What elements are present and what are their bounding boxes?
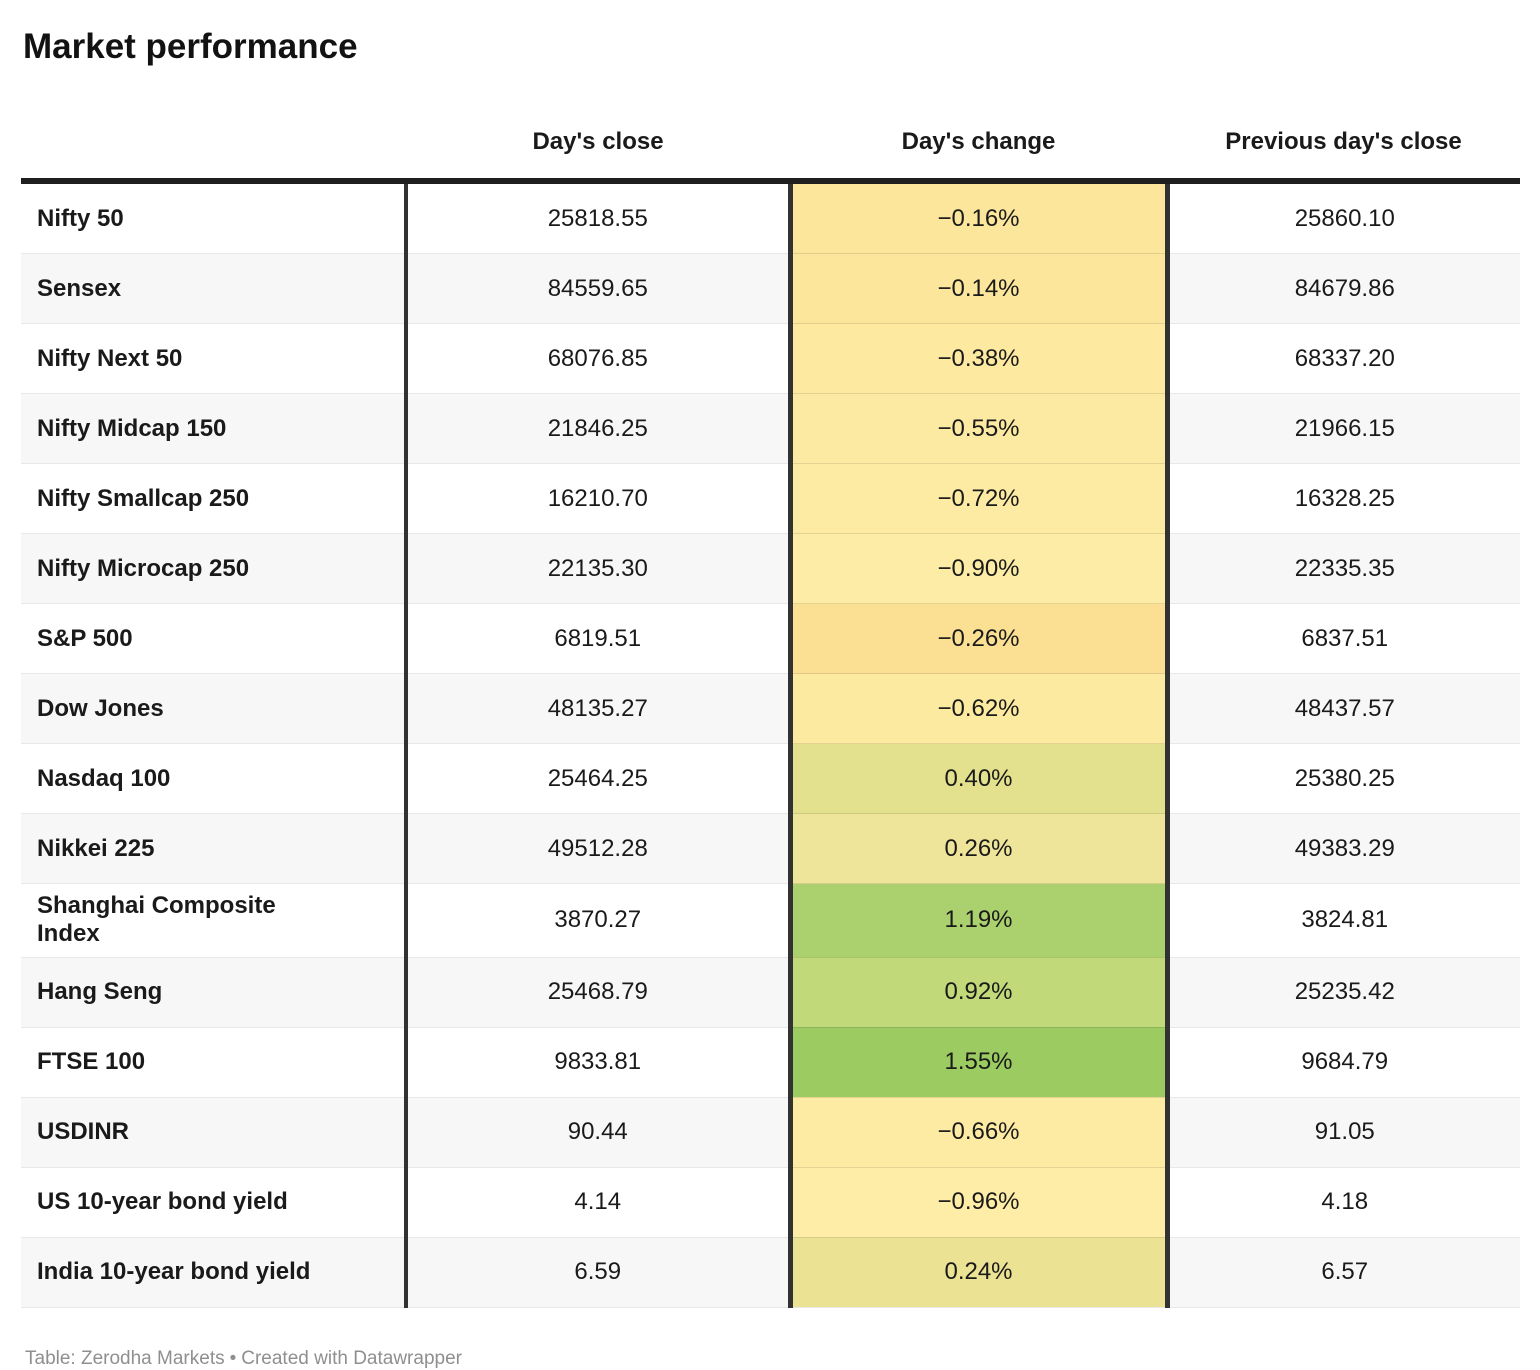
row-label: Nifty Smallcap 250 xyxy=(21,463,408,534)
table-row: Sensex 84559.65 −0.14% 84679.86 xyxy=(21,253,1520,324)
days-change-cell: 1.19% xyxy=(787,883,1170,958)
days-close-cell: 49512.28 xyxy=(406,813,790,884)
table-row: Shanghai Composite Index 3870.27 1.19% 3824… xyxy=(21,883,1520,958)
previous-days-close-cell: 3824.81 xyxy=(1167,883,1520,958)
days-change-cell: 0.26% xyxy=(787,813,1170,884)
row-label: India 10-year bond yield xyxy=(21,1236,408,1308)
previous-days-close-cell: 91.05 xyxy=(1167,1096,1520,1168)
row-label-text: Shanghai Composite Index xyxy=(37,892,276,948)
table-row: Nifty 50 25818.55 −0.16% 25860.10 xyxy=(21,181,1520,254)
table-row: Hang Seng 25468.79 0.92% 25235.42 xyxy=(21,956,1520,1028)
table-row: USDINR 90.44 −0.66% 91.05 xyxy=(21,1096,1520,1168)
days-change-cell: −0.62% xyxy=(787,673,1170,744)
days-close-cell: 6819.51 xyxy=(406,603,790,674)
days-change-cell: −0.38% xyxy=(787,323,1170,394)
days-change-cell: 0.40% xyxy=(787,743,1170,814)
table-row: Nikkei 225 49512.28 0.26% 49383.29 xyxy=(21,813,1520,884)
table-row: Nasdaq 100 25464.25 0.40% 25380.25 xyxy=(21,743,1520,814)
days-close-cell: 16210.70 xyxy=(406,463,790,534)
days-close-cell: 6.59 xyxy=(406,1236,790,1308)
row-label: Nifty Midcap 150 xyxy=(21,393,408,464)
days-change-cell: 0.24% xyxy=(787,1236,1170,1308)
days-close-cell: 21846.25 xyxy=(406,393,790,464)
days-close-cell: 4.14 xyxy=(406,1166,790,1238)
column-header-days-change: Day's change xyxy=(790,68,1167,184)
days-change-cell: −0.55% xyxy=(787,393,1170,464)
table-row: India 10-year bond yield 6.59 0.24% 6.57 xyxy=(21,1236,1520,1308)
previous-days-close-cell: 49383.29 xyxy=(1167,813,1520,884)
row-label: Nifty Microcap 250 xyxy=(21,533,408,604)
row-label: Shanghai Composite Index xyxy=(21,883,408,958)
days-change-cell: 0.92% xyxy=(787,956,1170,1028)
footer-separator: • xyxy=(229,1347,237,1369)
days-change-cell: 1.55% xyxy=(787,1026,1170,1098)
previous-days-close-cell: 6.57 xyxy=(1167,1236,1520,1308)
row-label: Nasdaq 100 xyxy=(21,743,408,814)
previous-days-close-cell: 25380.25 xyxy=(1167,743,1520,814)
row-label: USDINR xyxy=(21,1096,408,1168)
column-header-previous-days-close: Previous day's close xyxy=(1167,68,1520,184)
previous-days-close-cell: 25860.10 xyxy=(1294,204,1395,232)
column-header-blank xyxy=(21,68,406,184)
column-header-days-close: Day's close xyxy=(406,68,790,184)
row-label: Nikkei 225 xyxy=(21,813,408,884)
market-performance-table: Day's close Day's change Previous day's … xyxy=(21,68,1520,1308)
row-label: S&P 500 xyxy=(21,603,408,674)
days-change-cell: −0.90% xyxy=(787,533,1170,604)
days-close-cell: 22135.30 xyxy=(406,533,790,604)
table-row: Nifty Smallcap 250 16210.70 −0.72% 16328.25 xyxy=(21,463,1520,534)
previous-days-close-cell: 9684.79 xyxy=(1167,1026,1520,1098)
table-header: Day's close Day's change Previous day's … xyxy=(21,68,1520,184)
days-change-cell: −0.66% xyxy=(787,1096,1170,1168)
row-label: Sensex xyxy=(21,253,408,324)
row-label: Dow Jones xyxy=(21,673,408,744)
table-row: Nifty Midcap 150 21846.25 −0.55% 21966.15 xyxy=(21,393,1520,464)
footer-credits: Table: Zerodha Markets • Created with Data… xyxy=(25,1348,1520,1370)
previous-days-close-cell: 4.18 xyxy=(1167,1166,1520,1238)
row-label: Nifty 50 xyxy=(21,181,408,254)
previous-days-close-cell: 68337.20 xyxy=(1167,323,1520,394)
previous-days-close-cell: 22335.35 xyxy=(1167,533,1520,604)
table-row: US 10-year bond yield 4.14 −0.96% 4.18 xyxy=(21,1166,1520,1238)
header-row: Day's close Day's change Previous day's … xyxy=(21,68,1520,184)
table-row: Nifty Microcap 250 22135.30 −0.90% 22335.35 xyxy=(21,533,1520,604)
previous-days-close-cell: 16328.25 xyxy=(1167,463,1520,534)
previous-days-close-cell: 25235.42 xyxy=(1167,956,1520,1028)
table-body: Nifty 50 25818.55 −0.16% 25860.10 Sensex 8455… xyxy=(21,181,1520,1308)
days-close-cell: 9833.81 xyxy=(406,1026,790,1098)
days-change-cell: −0.72% xyxy=(787,463,1170,534)
previous-days-close-cell: 21966.15 xyxy=(1167,393,1520,464)
previous-days-close-cell: 84679.86 xyxy=(1167,253,1520,324)
table-row: FTSE 100 9833.81 1.55% 9684.79 xyxy=(21,1026,1520,1098)
page-title: Market performance xyxy=(23,27,358,66)
days-close-cell: 25818.55 xyxy=(547,204,648,232)
row-label: FTSE 100 xyxy=(21,1026,408,1098)
days-close-cell: 25464.25 xyxy=(406,743,790,814)
days-close-cell: 90.44 xyxy=(406,1096,790,1168)
previous-days-close-cell: 6837.51 xyxy=(1167,603,1520,674)
previous-days-close-cell: 48437.57 xyxy=(1167,673,1520,744)
days-change-cell: −0.14% xyxy=(787,253,1170,324)
days-close-cell: 25468.79 xyxy=(406,956,790,1028)
days-change-cell: −0.16% xyxy=(787,181,1170,254)
datawrapper-link[interactable]: Created with Datawrapper xyxy=(241,1347,462,1369)
table-row: Dow Jones 48135.27 −0.62% 48437.57 xyxy=(21,673,1520,744)
days-change-cell: −0.26% xyxy=(787,603,1170,674)
table-row: S&P 500 6819.51 −0.26% 6837.51 xyxy=(21,603,1520,674)
row-label: US 10-year bond yield xyxy=(21,1166,408,1238)
source-link[interactable]: Table: Zerodha Markets xyxy=(25,1347,225,1369)
row-label: Hang Seng xyxy=(21,956,408,1028)
row-label: Nifty Next 50 xyxy=(21,323,408,394)
days-close-cell: 48135.27 xyxy=(406,673,790,744)
table-row: Nifty Next 50 68076.85 −0.38% 68337.20 xyxy=(21,323,1520,394)
days-close-cell: 68076.85 xyxy=(406,323,790,394)
days-close-cell: 84559.65 xyxy=(406,253,790,324)
days-close-cell: 3870.27 xyxy=(406,883,790,958)
days-change-cell: −0.96% xyxy=(787,1166,1170,1238)
